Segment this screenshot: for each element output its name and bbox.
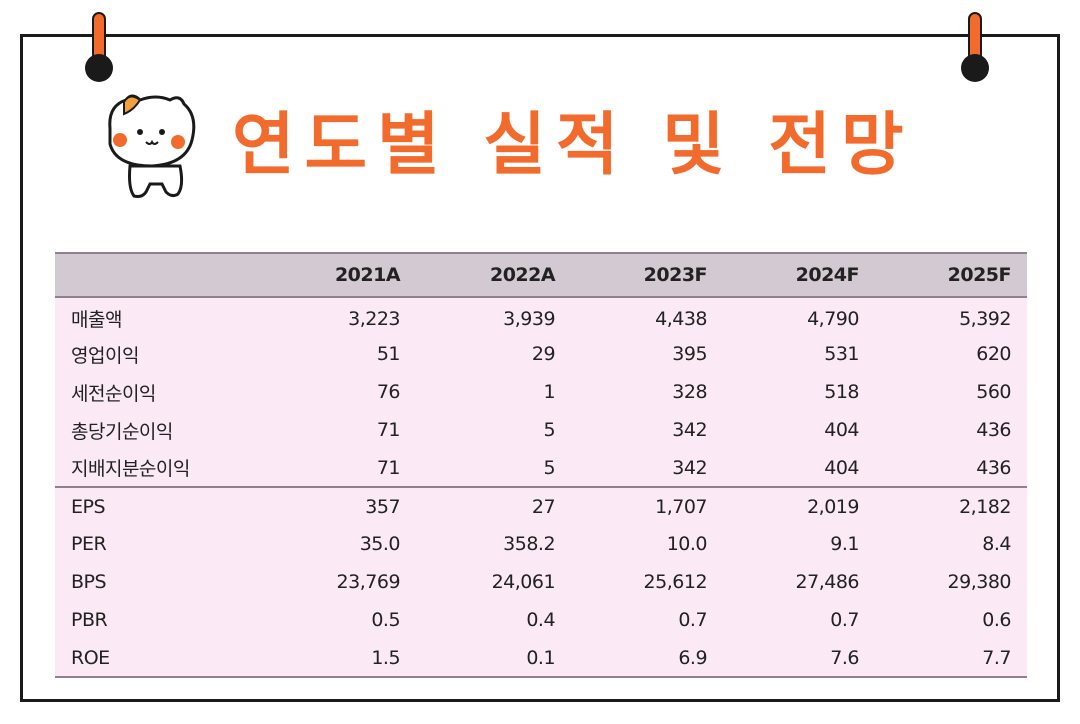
cell: 6.9 <box>571 639 724 678</box>
cell: 404 <box>723 449 875 488</box>
header-cell: 2023F <box>571 252 724 298</box>
notice-board <box>20 34 1060 702</box>
table-row: PBR 0.5 0.4 0.7 0.7 0.6 <box>55 601 1027 639</box>
cell: 4,790 <box>807 307 859 330</box>
cell: 5,392 <box>959 307 1011 330</box>
cell: 1.5 <box>261 639 417 678</box>
cell: 404 <box>824 419 859 441</box>
cell: 342 <box>571 449 724 488</box>
table-row: EPS 357 27 1,707 2,019 2,182 <box>55 487 1027 525</box>
cell: 1,707 <box>655 495 708 518</box>
cell: 76 <box>376 381 401 403</box>
cell: 7.7 <box>875 639 1027 678</box>
cell: 560 <box>976 381 1011 403</box>
cell: 5 <box>416 449 572 488</box>
cell: 342 <box>672 419 708 441</box>
cell: 0.4 <box>526 609 556 631</box>
cell: 357 <box>365 495 401 518</box>
cell: 8.4 <box>982 533 1011 555</box>
table-row: BPS 23,769 24,061 25,612 27,486 29,380 <box>55 563 1027 601</box>
table-header-row: 2021A 2022A 2023F 2024F 2025F <box>55 252 1027 298</box>
table-row: 세전순이익 76 1 328 518 560 <box>55 373 1027 411</box>
cell: 358.2 <box>503 533 556 555</box>
cell: 2,019 <box>807 495 859 518</box>
cell: 71 <box>261 449 417 488</box>
cell: 3,939 <box>503 307 556 330</box>
row-label: ROE <box>55 639 261 678</box>
cell: 29,380 <box>947 571 1012 593</box>
row-label: BPS <box>71 571 107 593</box>
cell: 27 <box>531 495 556 518</box>
cell: 0.1 <box>416 639 572 678</box>
row-label: 영업이익 <box>71 344 139 367</box>
cell: 531 <box>824 343 859 365</box>
row-label: EPS <box>71 495 106 518</box>
cat-mascot-icon <box>108 94 196 198</box>
table-row: 영업이익 51 29 395 531 620 <box>55 335 1027 373</box>
cell: 35.0 <box>359 533 401 555</box>
row-label: 세전순이익 <box>71 382 156 405</box>
cell: 620 <box>976 343 1011 365</box>
row-label: 총당기순이익 <box>71 420 173 443</box>
header-cell: 2022A <box>416 252 572 298</box>
row-label: PBR <box>71 609 108 631</box>
header-cell: 2024F <box>723 252 875 298</box>
cell: 29 <box>531 343 556 365</box>
cell: 518 <box>824 381 859 403</box>
table-row: ROE 1.5 0.1 6.9 7.6 7.7 <box>55 639 1027 678</box>
row-label: 지배지분순이익 <box>55 449 261 488</box>
header-cell: 2021A <box>261 252 417 298</box>
cell: 27,486 <box>795 571 860 593</box>
table-row: 매출액 3,223 3,939 4,438 4,790 5,392 <box>55 297 1027 335</box>
cell: 0.7 <box>678 609 708 631</box>
header-cell: 2025F <box>875 252 1027 298</box>
cell: 51 <box>376 343 401 365</box>
cell: 436 <box>875 449 1027 488</box>
cell: 0.7 <box>830 609 859 631</box>
cell: 436 <box>976 419 1011 441</box>
cell: 7.6 <box>723 639 875 678</box>
cell: 10.0 <box>666 533 708 555</box>
header-cell <box>55 252 261 298</box>
cell: 1 <box>543 381 556 403</box>
cell: 4,438 <box>655 307 708 330</box>
cell: 25,612 <box>643 571 708 593</box>
cell: 5 <box>543 419 556 441</box>
valuation-group: EPS 357 27 1,707 2,019 2,182 PER 35.0 35… <box>55 487 1027 678</box>
cell: 24,061 <box>491 571 556 593</box>
cell: 0.6 <box>982 609 1011 631</box>
cell: 2,182 <box>959 495 1011 518</box>
cell: 23,769 <box>336 571 401 593</box>
table-row: 총당기순이익 71 5 342 404 436 <box>55 411 1027 449</box>
page-title: 연도별 실적 및 전망 <box>232 106 914 185</box>
table-row: PER 35.0 358.2 10.0 9.1 8.4 <box>55 525 1027 563</box>
row-label: PER <box>71 533 107 555</box>
row-label: 매출액 <box>71 309 122 331</box>
financial-table: 2021A 2022A 2023F 2024F 2025F 매출액 3,223 … <box>55 252 1027 678</box>
cell: 3,223 <box>348 307 401 330</box>
cell: 71 <box>376 419 401 441</box>
cell: 0.5 <box>371 609 401 631</box>
table-row: 지배지분순이익 71 5 342 404 436 <box>55 449 1027 488</box>
income-group: 매출액 3,223 3,939 4,438 4,790 5,392 영업이익 5… <box>55 297 1027 488</box>
cell: 328 <box>672 381 708 403</box>
cell: 9.1 <box>830 533 859 555</box>
cell: 395 <box>672 343 708 365</box>
